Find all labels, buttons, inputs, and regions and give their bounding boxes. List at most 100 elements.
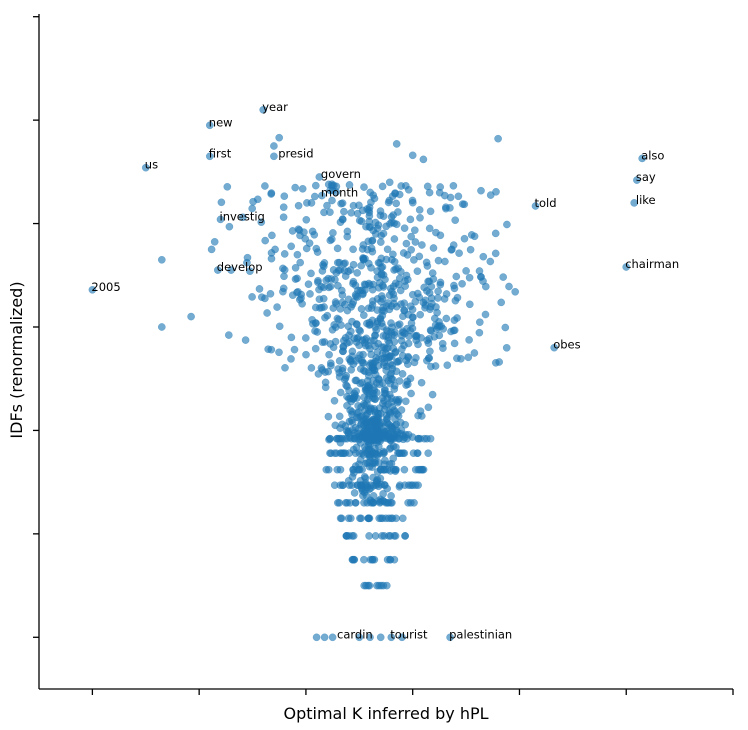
data-point-394 <box>414 411 422 420</box>
data-point-692 <box>365 212 374 220</box>
data-point-431 <box>346 394 355 403</box>
annotation-month: month <box>321 186 358 200</box>
data-point-767 <box>275 348 283 357</box>
data-point-543 <box>420 283 429 292</box>
data-point-804 <box>466 245 475 254</box>
data-point-821 <box>374 339 383 348</box>
data-point-538 <box>327 235 336 244</box>
data-point-877 <box>387 287 396 296</box>
data-point-650 <box>280 192 289 201</box>
data-point-827 <box>502 343 511 352</box>
data-point-591 <box>467 231 476 239</box>
data-point-630 <box>323 201 331 210</box>
data-point-849 <box>318 338 327 347</box>
data-point-793 <box>268 231 276 240</box>
highlight-point-23 <box>376 633 385 642</box>
data-point-596 <box>450 281 458 290</box>
data-point-805 <box>329 266 338 274</box>
axes <box>33 14 734 695</box>
data-point-910 <box>346 356 355 365</box>
data-point-754 <box>307 199 316 207</box>
data-point-637 <box>384 198 393 207</box>
data-point-809 <box>304 280 313 289</box>
data-point-801 <box>397 182 406 190</box>
data-point-658 <box>434 256 443 265</box>
data-point-33 <box>307 269 315 278</box>
data-point-784 <box>388 361 396 370</box>
data-point-1212 <box>361 446 370 454</box>
data-point-772 <box>297 294 305 303</box>
data-point-880 <box>223 182 232 191</box>
data-point-1019 <box>322 465 331 474</box>
data-point-476 <box>361 383 370 392</box>
data-point-899 <box>452 272 461 281</box>
data-point-687 <box>266 289 275 298</box>
ticks <box>33 16 734 695</box>
data-point-751 <box>447 246 456 254</box>
data-point-644 <box>279 203 288 212</box>
data-point-1195 <box>374 442 383 451</box>
data-point-785 <box>280 266 289 274</box>
data-point-933 <box>386 555 395 564</box>
data-point-755 <box>382 222 390 231</box>
highlight-point-20 <box>328 633 337 642</box>
data-point-913 <box>455 249 463 258</box>
data-point-830 <box>414 340 422 349</box>
data-point-867 <box>279 287 287 296</box>
data-point-936 <box>368 555 377 564</box>
data-point-816 <box>287 355 295 363</box>
data-point-453 <box>401 397 410 406</box>
data-point-134 <box>429 244 438 252</box>
highlight-point-33 <box>328 186 337 195</box>
data-point-159 <box>353 269 362 277</box>
annotation-also: also <box>641 148 664 162</box>
data-point-982 <box>333 498 342 507</box>
data-point-906 <box>337 199 345 208</box>
data-point-799 <box>319 260 327 269</box>
data-point-766 <box>320 303 328 311</box>
data-point-797 <box>352 338 361 346</box>
data-point-750 <box>460 234 469 243</box>
data-point-780 <box>395 190 404 199</box>
data-point-834 <box>368 237 376 245</box>
data-point-967 <box>337 514 346 523</box>
data-point-864 <box>388 192 397 201</box>
annotation-tourist: tourist <box>390 627 428 641</box>
annotation-us: us <box>145 158 158 172</box>
data-point-702 <box>475 328 484 337</box>
data-point-373 <box>415 252 424 261</box>
data-point-1231 <box>366 496 375 505</box>
data-point-648 <box>394 208 402 216</box>
data-point-909 <box>328 196 336 205</box>
data-point-736 <box>329 229 337 237</box>
data-point-835 <box>360 183 368 191</box>
data-point-625 <box>371 331 379 340</box>
data-point-497 <box>398 370 407 378</box>
data-point-597 <box>411 238 420 246</box>
data-point-31 <box>417 378 426 387</box>
data-point-1122 <box>336 438 345 447</box>
data-point-861 <box>343 232 352 241</box>
data-point-903 <box>368 285 377 294</box>
data-point-498 <box>394 397 403 406</box>
data-point-504 <box>340 375 349 384</box>
data-point-803 <box>301 234 310 243</box>
data-point-1214 <box>387 459 396 468</box>
data-point-902 <box>457 354 465 363</box>
data-point-616 <box>364 304 373 313</box>
data-point-742 <box>497 298 506 307</box>
data-point-951 <box>401 532 410 540</box>
highlight-point-22 <box>366 633 374 642</box>
y-axis-title: IDFs (renormalized) <box>7 281 26 438</box>
highlight-point-18 <box>446 633 454 642</box>
data-point-447 <box>370 405 379 413</box>
highlight-point-27 <box>270 142 278 150</box>
data-point-840 <box>343 339 351 347</box>
highlight-point-16 <box>320 633 329 642</box>
data-point-602 <box>275 322 284 331</box>
data-point-756 <box>425 188 434 197</box>
data-point-656 <box>355 216 364 225</box>
data-point-747 <box>387 319 395 327</box>
highlight-point-21 <box>355 633 364 642</box>
data-point-826 <box>407 232 416 241</box>
